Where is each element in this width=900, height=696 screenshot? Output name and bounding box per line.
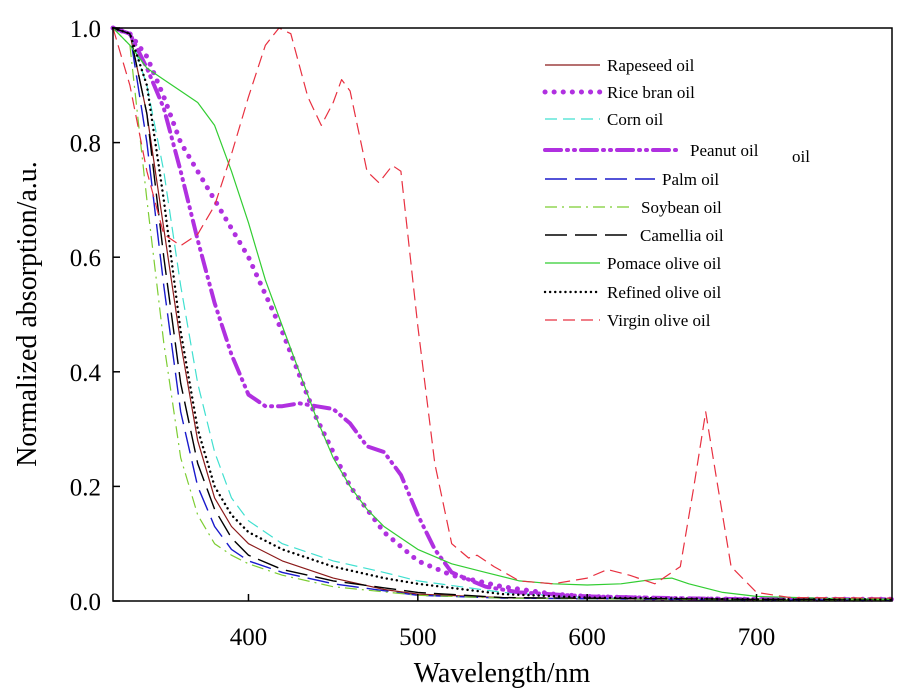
- legend-label-8: Refined olive oil: [607, 283, 722, 302]
- y-axis-title: Normalized absorption/a.u.: [12, 161, 43, 467]
- legend-extra-label: oil: [792, 147, 810, 166]
- series-line-5: [112, 27, 892, 601]
- plot-frame: [112, 27, 893, 602]
- y-tick-label-1: 0.2: [70, 474, 101, 501]
- y-tick-label-2: 0.4: [70, 360, 102, 387]
- series-line-9: [112, 27, 893, 599]
- x-tick-label-400: 400: [230, 624, 268, 651]
- x-tick-label-600: 600: [568, 624, 606, 651]
- legend-label-6: Camellia oil: [640, 226, 724, 245]
- y-tick-label-0: 0.0: [70, 589, 101, 616]
- legend-label-3: Peanut oil: [690, 141, 759, 160]
- legend: Rapeseed oil Rice bran oil Corn oil Peanut …: [542, 56, 810, 330]
- axis-layer: 400 500 600 700 0.0 0.2 0.4 0.6 0.8 1.0: [70, 16, 776, 651]
- legend-label-1: Rice bran oil: [607, 83, 695, 102]
- y-tick-label-4: 0.8: [70, 131, 101, 158]
- x-tick-label-500: 500: [399, 624, 437, 651]
- series-line-6: [112, 27, 892, 600]
- legend-label-2: Corn oil: [607, 110, 663, 129]
- legend-label-5: Soybean oil: [641, 198, 722, 217]
- series-line-4: [112, 27, 892, 601]
- x-tick-label-700: 700: [738, 624, 776, 651]
- series-line-0: [112, 27, 892, 601]
- legend-label-7: Pomace olive oil: [607, 254, 722, 273]
- y-tick-label-3: 0.6: [70, 245, 101, 272]
- series-line-7: [112, 27, 893, 600]
- series-line-3: [111, 26, 894, 602]
- y-tick-label-5: 1.0: [70, 16, 101, 43]
- legend-label-0: Rapeseed oil: [607, 56, 695, 75]
- series-layer: [110, 25, 895, 602]
- x-axis-title: Wavelength/nm: [414, 658, 591, 689]
- legend-label-4: Palm oil: [662, 170, 719, 189]
- legend-label-9: Virgin olive oil: [607, 311, 711, 330]
- series-line-8: [111, 26, 894, 601]
